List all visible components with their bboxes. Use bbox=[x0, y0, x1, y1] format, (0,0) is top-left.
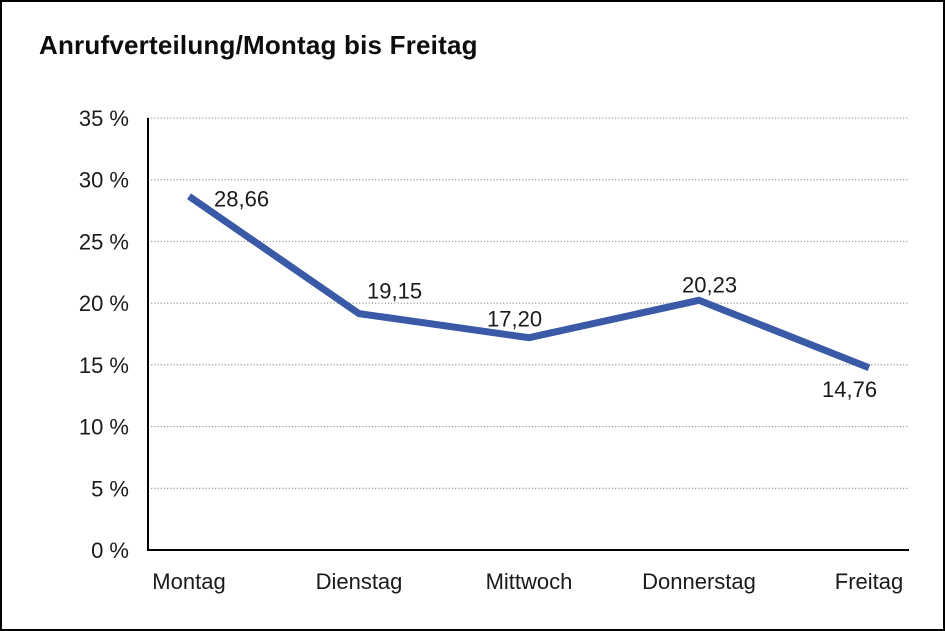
x-axis-label: Mittwoch bbox=[486, 569, 573, 594]
x-axis-label: Freitag bbox=[835, 569, 903, 594]
data-point-label: 17,20 bbox=[487, 307, 542, 332]
x-axis-label: Dienstag bbox=[316, 569, 403, 594]
chart-title: Anrufverteilung/Montag bis Freitag bbox=[39, 30, 478, 60]
y-tick-label: 15 % bbox=[79, 353, 129, 378]
y-tick-label: 35 % bbox=[79, 106, 129, 131]
y-tick-label: 10 % bbox=[79, 415, 129, 440]
x-axis-label: Montag bbox=[152, 569, 225, 594]
y-tick-label: 20 % bbox=[79, 291, 129, 316]
y-tick-label: 5 % bbox=[91, 476, 129, 501]
y-tick-label: 25 % bbox=[79, 229, 129, 254]
data-point-label: 28,66 bbox=[214, 186, 269, 211]
data-series-line bbox=[187, 193, 871, 372]
y-tick-label: 30 % bbox=[79, 168, 129, 193]
x-axis-label: Donnerstag bbox=[642, 569, 756, 594]
data-point-label: 14,76 bbox=[822, 377, 877, 402]
data-point-label: 20,23 bbox=[682, 272, 737, 297]
data-point-label: 19,15 bbox=[367, 279, 422, 304]
y-tick-label: 0 % bbox=[91, 538, 129, 563]
